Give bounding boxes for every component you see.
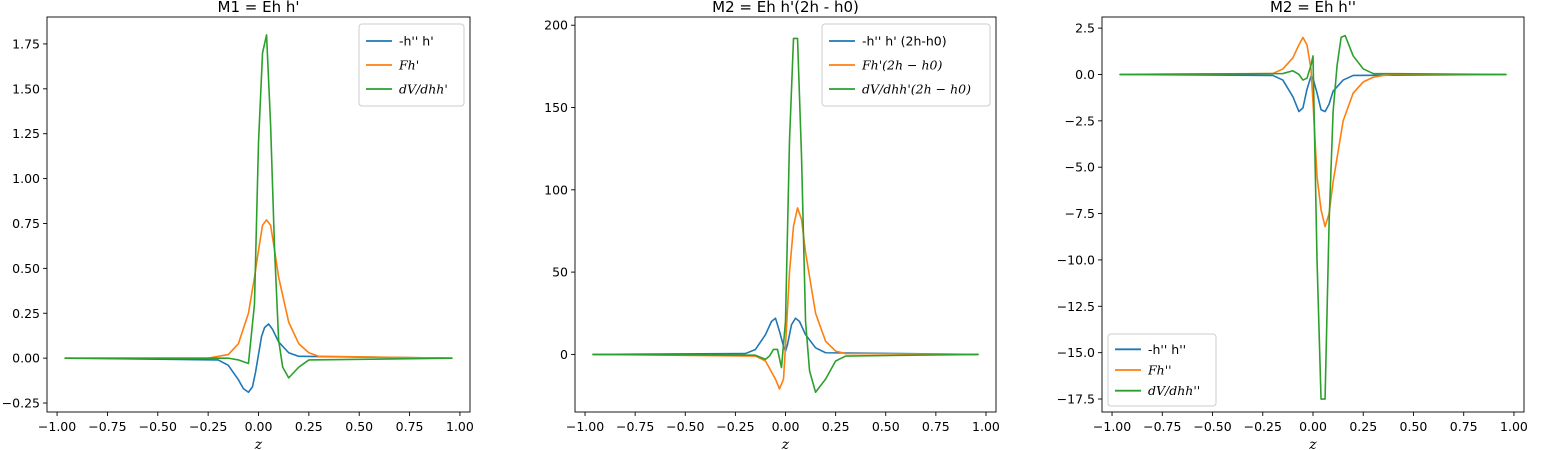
y-tick-label: 0.25: [12, 306, 40, 321]
y-tick-label: 50: [552, 265, 568, 280]
legend-label: -h'' h'': [1148, 342, 1186, 357]
x-tick-label: 1.00: [446, 419, 474, 434]
y-tick-label: −5.0: [1065, 160, 1095, 175]
y-tick-label: −17.5: [1057, 392, 1095, 407]
chart-title: M2 = Eh h'': [1270, 0, 1356, 16]
series-line-1-2: [64, 219, 453, 359]
y-tick-label: 0.75: [12, 216, 40, 231]
legend-label: dV/dhh': [399, 82, 448, 97]
legend-label: Fh'': [1147, 363, 1172, 378]
series-line-3-2: [1119, 36, 1507, 228]
y-tick-label: 0.50: [12, 261, 40, 276]
y-tick-label: −2.5: [1065, 113, 1095, 128]
y-tick-label: 1.25: [12, 126, 40, 141]
legend-frame: [1107, 333, 1217, 407]
x-tick-label: 0.50: [872, 419, 900, 434]
y-tick-label: 1.50: [12, 81, 40, 96]
legend-label: Fh': [398, 58, 419, 73]
series-line-1-1: [64, 323, 453, 394]
y-tick-label: 200: [544, 18, 568, 33]
y-tick-label: 2.5: [1075, 21, 1095, 36]
x-tick-label: −0.25: [189, 419, 227, 434]
legend-label: dV/dhh'': [1148, 383, 1200, 398]
x-tick-label: −0.25: [716, 419, 754, 434]
x-tick-label: −1.00: [1093, 419, 1131, 434]
y-tick-label: 1.00: [12, 171, 40, 186]
x-tick-label: 1.00: [1500, 419, 1528, 434]
chart-panel-1: −1.00 −0.75 −0.50 −0.25 0.00 0.25 0.50 0.75 1.00…: [2, 0, 474, 450]
x-tick-label: 0.25: [822, 419, 850, 434]
legend: -h'' h'' Fh'' dV/dhh'': [1107, 333, 1217, 407]
x-tick-label: −0.50: [666, 419, 704, 434]
y-tick-label: −7.5: [1065, 206, 1095, 221]
legend-label: Fh'(2h − h0): [861, 58, 942, 73]
legend-label: -h'' h': [399, 34, 434, 49]
x-tick-label: 1.00: [972, 419, 1000, 434]
y-tick-label: 0.00: [12, 351, 40, 366]
legend-label: -h'' h' (2h-h0): [862, 34, 947, 49]
series-line-2-2: [592, 207, 979, 390]
x-tick-label: 0.50: [345, 419, 373, 434]
chart-title: M2 = Eh h'(2h - h0): [712, 0, 859, 16]
x-tick-label: 0.00: [1299, 419, 1327, 434]
y-tick-label: 0: [560, 347, 568, 362]
legend-frame: [358, 23, 465, 107]
legend: -h'' h' (2h-h0) Fh'(2h − h0) dV/dhh'(2h − …: [821, 23, 991, 107]
chart-panel-3: −1.00 −0.75 −0.50 −0.25 0.00 0.25 0.50 0.75 1.00…: [1057, 0, 1528, 450]
x-tick-label: −0.50: [1193, 419, 1231, 434]
x-tick-label: 0.75: [396, 419, 424, 434]
x-tick-label: 0.00: [245, 419, 273, 434]
x-axis-label: z: [781, 437, 790, 450]
x-tick-label: 0.75: [1450, 419, 1478, 434]
x-tick-label: −1.00: [566, 419, 604, 434]
x-tick-label: −1.00: [38, 419, 76, 434]
y-tick-label: 0.0: [1075, 67, 1095, 82]
legend-label: dV/dhh'(2h − h0): [862, 82, 971, 97]
y-tick-label: −10.0: [1057, 252, 1095, 267]
x-tick-label: −0.75: [88, 419, 126, 434]
y-tick-label: −15.0: [1057, 345, 1095, 360]
y-tick-label: 100: [544, 182, 568, 197]
x-tick-label: −0.50: [139, 419, 177, 434]
x-tick-label: 0.75: [922, 419, 950, 434]
series-line-1-3: [64, 34, 453, 379]
x-tick-label: −0.75: [1143, 419, 1181, 434]
x-tick-label: −0.25: [1244, 419, 1282, 434]
chart-panel-2: −1.00 −0.75 −0.50 −0.25 0.00 0.25 0.50 0.75 1.00…: [544, 0, 1000, 450]
x-axis-label: z: [254, 437, 263, 450]
x-tick-label: 0.00: [772, 419, 800, 434]
series-line-3-3: [1119, 34, 1507, 400]
y-tick-label: 1.75: [12, 36, 40, 51]
chart-title: M1 = Eh h': [218, 0, 300, 16]
x-tick-label: −0.75: [616, 419, 654, 434]
legend-frame: [821, 23, 991, 107]
y-tick-label: −12.5: [1057, 299, 1095, 314]
x-tick-label: 0.25: [1349, 419, 1377, 434]
series-line-2-3: [592, 37, 979, 394]
x-tick-label: 0.50: [1400, 419, 1428, 434]
x-tick-label: 0.25: [295, 419, 323, 434]
x-axis-label: z: [1308, 437, 1317, 450]
y-tick-label: 150: [544, 100, 568, 115]
y-tick-label: −0.25: [2, 396, 40, 411]
legend: -h'' h' Fh' dV/dhh': [358, 23, 465, 107]
